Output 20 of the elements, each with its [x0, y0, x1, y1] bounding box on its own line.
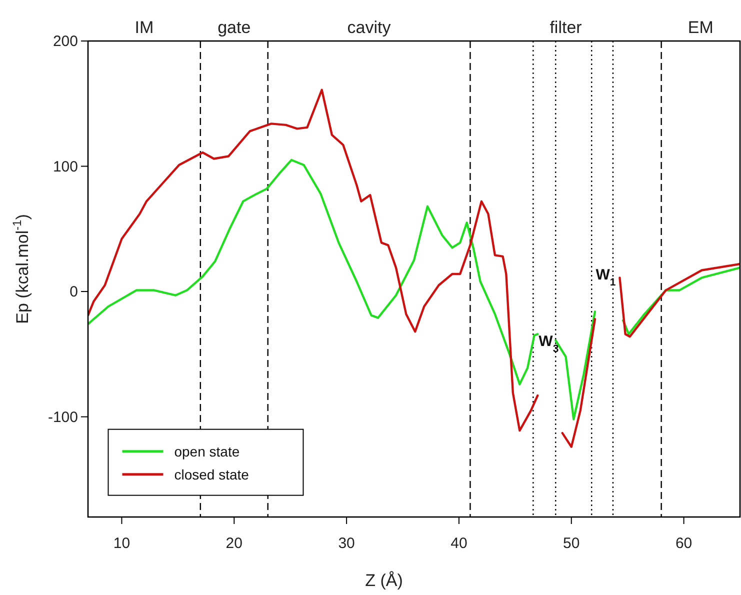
text: gate	[218, 18, 251, 37]
annotation: W$_{1}$	[596, 266, 616, 289]
x-tick-label: 20	[226, 535, 242, 552]
text: cavity	[347, 18, 392, 37]
legend-label: open state	[174, 443, 240, 460]
y-tick-label: 200	[52, 33, 78, 50]
y-tick-label: -100	[48, 408, 78, 426]
y-tick-label: 0	[70, 284, 78, 301]
text: IM	[134, 18, 154, 37]
x-tick-label: 30	[338, 535, 355, 552]
annotation: W$_{3}$	[538, 333, 559, 356]
x-tick-label: 10	[113, 535, 130, 552]
x-tick-label: 60	[675, 535, 692, 552]
text: filter	[550, 18, 582, 37]
x-tick-label: 50	[563, 535, 580, 552]
legend-label: closed state	[174, 466, 250, 482]
x-tick-label: 40	[450, 535, 468, 552]
x-axis-title: Z (Å)	[365, 571, 403, 590]
y-tick-label: 100	[52, 158, 78, 176]
text: EM	[688, 18, 714, 37]
